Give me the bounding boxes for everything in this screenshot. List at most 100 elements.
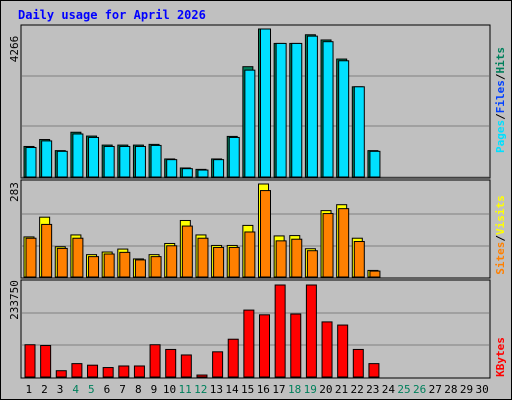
legend-sep-2: / <box>494 73 507 80</box>
sites-bar-day-18 <box>291 238 303 278</box>
kbytes-bar-day-17 <box>274 284 286 378</box>
files-bar-day-12 <box>197 169 209 178</box>
kbytes-bar-day-18 <box>290 313 302 378</box>
sites-bar-day-21 <box>338 208 350 278</box>
legend-files: Files <box>494 80 507 113</box>
sites-bar-day-13 <box>213 246 225 278</box>
x-label-day-11: 11 <box>179 383 192 396</box>
kbytes-bar-day-7 <box>118 365 130 378</box>
files-bar-day-21 <box>338 60 350 178</box>
panel-bottom-area <box>20 279 491 379</box>
x-label-day-17: 17 <box>272 383 285 396</box>
kbytes-bar-day-4 <box>71 363 83 378</box>
kbytes-bar-day-5 <box>87 364 99 378</box>
files-bar-day-18 <box>291 42 303 178</box>
files-bar-day-23 <box>369 150 381 178</box>
x-label-day-6: 6 <box>104 383 111 396</box>
x-label-day-21: 21 <box>335 383 348 396</box>
kbytes-bar-day-10 <box>165 348 177 378</box>
kbytes-bar-day-23 <box>368 363 380 378</box>
legend-sep-1: / <box>494 113 507 120</box>
chart-title: Daily usage for April 2026 <box>18 8 206 22</box>
files-bar-day-17 <box>275 42 287 178</box>
sites-bar-day-2 <box>41 223 53 278</box>
x-label-day-18: 18 <box>288 383 301 396</box>
sites-bar-day-15 <box>244 231 256 278</box>
x-label-day-20: 20 <box>319 383 332 396</box>
sites-bar-day-7 <box>119 251 131 278</box>
sites-bar-day-8 <box>134 259 146 278</box>
bars <box>23 28 381 378</box>
sites-bar-day-12 <box>197 237 209 278</box>
sites-bar-day-4 <box>72 237 84 278</box>
sites-bar-day-9 <box>150 256 162 278</box>
files-bar-day-19 <box>306 35 318 178</box>
ymax-top: 4266 <box>8 36 21 63</box>
sites-bar-day-17 <box>275 240 287 278</box>
files-bar-day-14 <box>228 136 240 178</box>
files-bar-day-11 <box>181 168 193 178</box>
files-bar-day-8 <box>134 145 146 178</box>
kbytes-bar-day-9 <box>149 344 161 378</box>
sites-bar-day-3 <box>56 247 68 278</box>
legend-visits: Visits <box>494 195 507 235</box>
sites-bar-day-14 <box>228 246 240 278</box>
kbytes-bar-day-13 <box>212 351 224 378</box>
x-label-day-26: 26 <box>413 383 426 396</box>
x-label-day-25: 25 <box>397 383 410 396</box>
files-bar-day-3 <box>56 150 68 178</box>
x-label-day-5: 5 <box>88 383 95 396</box>
x-label-day-8: 8 <box>135 383 142 396</box>
x-label-day-23: 23 <box>366 383 379 396</box>
x-label-day-16: 16 <box>257 383 270 396</box>
grid-lines <box>22 75 489 346</box>
panel-top-area <box>20 24 491 179</box>
x-label-day-7: 7 <box>119 383 126 396</box>
legend-kbytes: KBytes <box>494 337 507 377</box>
x-label-day-27: 27 <box>429 383 442 396</box>
files-bar-day-16 <box>260 28 271 178</box>
files-bar-day-13 <box>213 159 225 178</box>
x-label-day-9: 9 <box>151 383 158 396</box>
x-label-day-29: 29 <box>460 383 473 396</box>
x-label-day-10: 10 <box>163 383 176 396</box>
ymax-middle: 283 <box>8 182 21 202</box>
kbytes-bar-day-8 <box>133 365 145 378</box>
files-bar-day-7 <box>119 145 131 178</box>
kbytes-bar-day-15 <box>243 309 255 378</box>
kbytes-bar-day-12 <box>196 374 208 378</box>
x-label-day-12: 12 <box>194 383 207 396</box>
sites-bar-day-22 <box>353 241 365 278</box>
x-label-day-22: 22 <box>350 383 363 396</box>
legend-sep-3: / <box>494 235 507 242</box>
kbytes-bar-day-11 <box>180 354 192 378</box>
files-bar-day-9 <box>150 144 162 178</box>
kbytes-bar-day-19 <box>305 284 317 378</box>
kbytes-bar-day-21 <box>337 324 349 378</box>
x-label-day-19: 19 <box>304 383 317 396</box>
x-label-day-13: 13 <box>210 383 223 396</box>
kbytes-bar-day-3 <box>55 370 67 378</box>
legend-middle: Sites/Visits <box>494 195 507 275</box>
legend-hits: Hits <box>494 47 507 74</box>
x-axis-labels: 1 2 3 4 5 6 7 8 9 10 11 12 13 14 15 16 17 18 19 20 21 22 23 24 2… <box>26 383 489 396</box>
kbytes-bar-day-14 <box>227 338 239 378</box>
kbytes-bar-day-2 <box>40 345 52 378</box>
sites-bar-day-16 <box>260 190 271 278</box>
sites-bar-day-10 <box>166 245 178 278</box>
sites-bar-day-23 <box>369 270 381 278</box>
files-bar-day-20 <box>322 41 334 178</box>
files-bar-day-4 <box>72 133 84 178</box>
x-label-day-4: 4 <box>72 383 79 396</box>
kbytes-bar-day-1 <box>24 344 36 378</box>
files-bar-day-22 <box>353 86 365 178</box>
kbytes-bar-day-6 <box>102 367 114 378</box>
sites-bar-day-19 <box>306 250 318 278</box>
panel-middle-area <box>20 179 491 279</box>
legend-top: Pages/Files/Hits <box>494 47 507 153</box>
x-label-day-14: 14 <box>225 383 239 396</box>
sites-bar-day-1 <box>25 237 37 278</box>
kbytes-bar-day-16 <box>259 314 270 378</box>
x-label-day-30: 30 <box>476 383 489 396</box>
